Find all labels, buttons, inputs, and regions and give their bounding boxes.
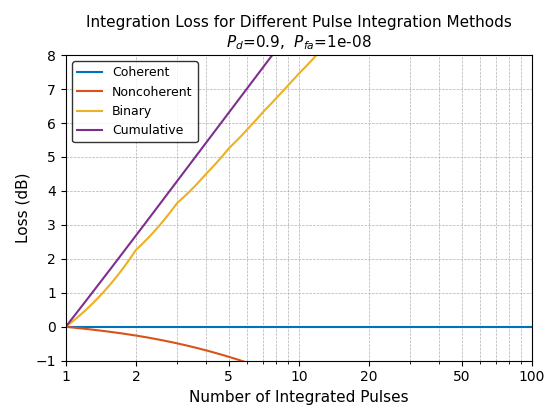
Noncoherent [338, 398, 345, 403]
Title: Integration Loss for Different Pulse Integration Methods
$P_d$=0.9,  $P_{fa}$=1e: Integration Loss for Different Pulse Int… [86, 15, 512, 52]
Coherent [340, 324, 347, 329]
Coherent [529, 324, 535, 329]
Noncoherent [64, 324, 71, 329]
Noncoherent [348, 402, 354, 407]
Coherent [62, 324, 69, 329]
Binary [348, 16, 354, 21]
Legend: Coherent, Noncoherent, Binary, Cumulative: Coherent, Noncoherent, Binary, Cumulativ… [72, 61, 198, 142]
Cumulative [62, 324, 69, 329]
Line: Cumulative: Cumulative [66, 0, 532, 327]
Y-axis label: Loss (dB): Loss (dB) [15, 173, 30, 243]
Binary [62, 324, 69, 329]
Binary [64, 323, 71, 328]
Coherent [455, 324, 462, 329]
Line: Noncoherent: Noncoherent [66, 327, 532, 420]
Noncoherent [340, 399, 347, 404]
Line: Binary: Binary [66, 0, 532, 327]
Cumulative [64, 322, 71, 327]
X-axis label: Number of Integrated Pulses: Number of Integrated Pulses [189, 390, 409, 405]
Coherent [348, 324, 354, 329]
Noncoherent [62, 324, 69, 329]
Binary [340, 24, 347, 29]
Binary [338, 26, 345, 31]
Coherent [485, 324, 492, 329]
Coherent [64, 324, 71, 329]
Coherent [338, 324, 345, 329]
